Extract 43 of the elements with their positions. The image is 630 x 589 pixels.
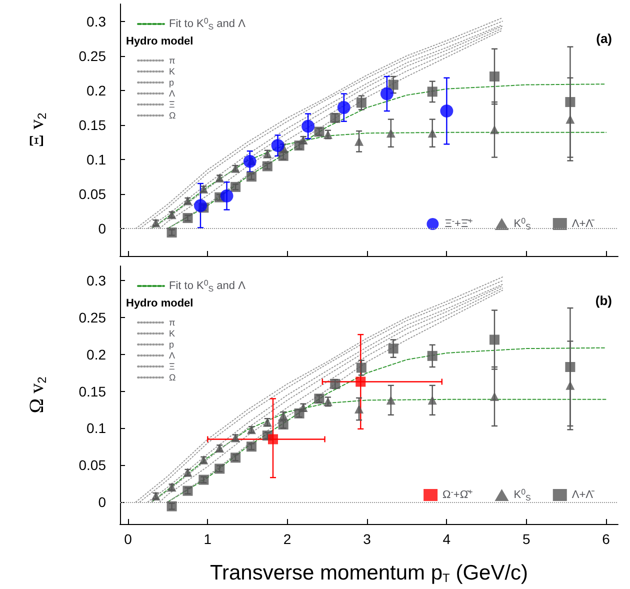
y-tick-label: 0.25 [78,310,106,326]
y-tick-label: 0.05 [78,186,106,202]
legend-label: p [169,340,174,350]
y-tick-label: 0.3 [86,13,106,30]
legend-label: Λ [169,350,176,360]
legend-label: Λ+Λ̄ [572,218,595,230]
legend-label: Ω [169,110,176,120]
legend-label: π [169,318,176,328]
legend-label: Λ [169,88,176,98]
y-tick-label: 0.3 [86,272,106,289]
legend-label: Ξ [169,362,175,372]
annotation: (a) [596,31,612,46]
annotation: (b) [595,293,612,308]
legend-label: Ξ [169,100,175,110]
x-tick-label: 2 [283,531,292,547]
legend-label: Λ+Λ̄ [572,489,595,501]
y-tick-label: 0.1 [86,420,106,436]
x-tick-label: 4 [442,531,451,547]
x-tick-label: 0 [124,531,132,547]
legend-title: Hydro model [126,298,194,310]
legend-label: K [169,66,176,76]
y-axis-title: Ξ v2 [26,112,49,148]
y-tick-label: 0 [98,220,106,236]
y-tick-label: 0.2 [86,82,106,98]
legend-label: p [169,78,174,88]
legend-title: Hydro model [126,36,194,48]
legend-label: Ω [169,372,176,382]
legend-label: Ξ-+Ξ̄+ [444,216,474,230]
x-tick-label: 6 [602,531,610,547]
y-tick-label: 0 [98,494,106,510]
legend-label: Ω-+Ω̄+ [442,488,474,501]
y-tick-label: 0.1 [86,151,106,168]
x-tick-label: 3 [363,531,372,547]
legend-label: K [169,328,176,338]
y-tick-label: 0.15 [78,116,106,133]
y-axis-title: Ω v2 [26,376,49,414]
x-tick-label: 1 [204,531,212,547]
y-tick-label: 0.15 [78,383,106,400]
x-tick-label: 5 [522,531,530,547]
y-tick-label: 0.05 [78,457,106,474]
y-tick-label: 0.2 [86,346,106,362]
legend-label: π [169,56,176,66]
y-tick-label: 0.25 [78,48,106,64]
